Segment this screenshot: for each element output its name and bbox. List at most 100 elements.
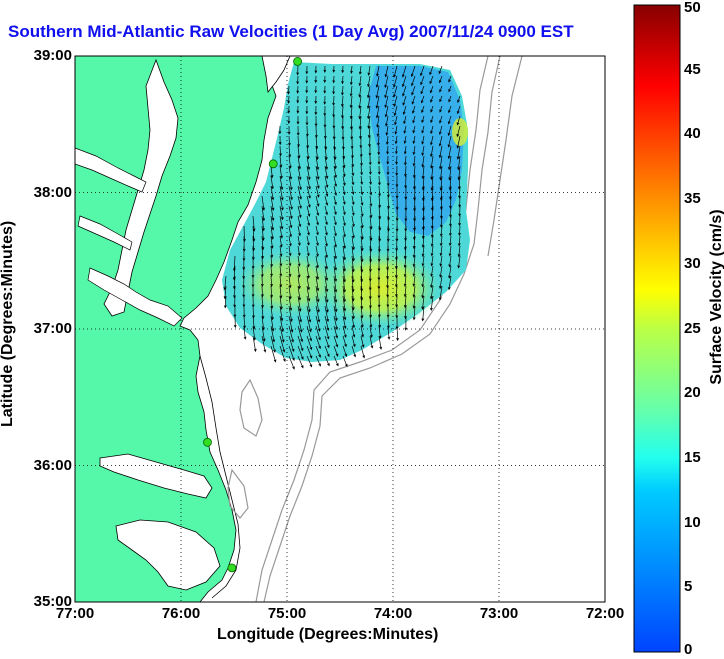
velocity-vector bbox=[349, 95, 353, 109]
velocity-vector bbox=[412, 145, 416, 156]
velocity-vector bbox=[420, 65, 425, 77]
velocity-vector bbox=[378, 335, 383, 350]
velocity-vector bbox=[279, 265, 283, 277]
velocity-vector bbox=[306, 215, 311, 227]
velocity-vector bbox=[297, 285, 302, 301]
velocity-vector bbox=[333, 295, 338, 313]
velocity-vector bbox=[297, 135, 300, 148]
velocity-vector bbox=[439, 245, 443, 257]
velocity-vector bbox=[260, 275, 264, 288]
grid-lines bbox=[75, 56, 605, 602]
velocity-vector bbox=[384, 85, 389, 99]
velocity-vector bbox=[438, 125, 443, 135]
velocity-vector bbox=[438, 285, 443, 301]
velocity-vector bbox=[340, 95, 344, 108]
velocity-vector bbox=[305, 75, 309, 84]
velocity-vector bbox=[351, 165, 355, 177]
velocity-vector bbox=[448, 85, 452, 93]
velocity-vector bbox=[315, 285, 320, 303]
velocity-vector bbox=[456, 135, 461, 149]
velocity-vector bbox=[242, 275, 246, 289]
velocity-vector bbox=[385, 125, 389, 136]
velocity-vector bbox=[369, 325, 373, 338]
velocity-vector bbox=[421, 235, 425, 248]
velocity-vector bbox=[368, 135, 372, 148]
x-tick-label: 76:00 bbox=[161, 605, 201, 622]
velocity-vector bbox=[333, 225, 337, 237]
velocity-vector bbox=[324, 345, 330, 358]
velocity-vector bbox=[342, 205, 346, 216]
velocity-vector bbox=[333, 175, 338, 187]
velocity-vector bbox=[296, 65, 300, 76]
velocity-vector bbox=[447, 125, 452, 137]
velocity-vector bbox=[314, 95, 318, 105]
velocity-vector bbox=[279, 245, 283, 257]
velocity-vector bbox=[341, 65, 345, 74]
velocity-vector bbox=[375, 75, 380, 88]
velocity-vector bbox=[279, 275, 283, 288]
velocity-vector bbox=[404, 165, 407, 178]
velocity-vector bbox=[296, 95, 300, 104]
velocity-vector bbox=[342, 305, 347, 321]
velocity-vector bbox=[278, 135, 282, 146]
velocity-vector bbox=[375, 95, 380, 109]
velocity-vector bbox=[369, 175, 372, 186]
velocity-vector bbox=[341, 85, 344, 96]
velocity-vector bbox=[394, 125, 398, 135]
velocity-vector bbox=[456, 125, 461, 138]
york-james-river bbox=[87, 267, 183, 327]
velocity-vector bbox=[342, 285, 347, 303]
velocity-vector bbox=[403, 265, 407, 278]
velocity-vector bbox=[306, 205, 311, 218]
velocity-vector bbox=[332, 105, 336, 118]
velocity-vector bbox=[324, 255, 329, 270]
colorbar-tick-label: 30 bbox=[684, 254, 701, 272]
velocity-vector bbox=[376, 125, 380, 138]
velocity-vector bbox=[333, 285, 338, 303]
velocity-vector bbox=[384, 75, 389, 89]
velocity-vector bbox=[306, 155, 311, 171]
velocity-vector bbox=[333, 165, 338, 179]
velocity-vector bbox=[324, 335, 330, 349]
velocity-vector bbox=[351, 185, 355, 195]
velocity-vector bbox=[377, 145, 381, 156]
velocity-vector bbox=[279, 295, 283, 311]
velocity-vector bbox=[360, 315, 364, 328]
velocity-vector bbox=[384, 105, 389, 118]
velocity-vector bbox=[430, 145, 434, 158]
velocity-vector bbox=[430, 275, 434, 289]
velocity-vector bbox=[279, 195, 284, 211]
velocity-vector bbox=[366, 95, 371, 109]
velocity-vector bbox=[305, 125, 309, 137]
velocity-vector bbox=[306, 325, 313, 342]
velocity-vector bbox=[368, 165, 372, 175]
velocity-vector bbox=[332, 65, 336, 73]
velocity-vector bbox=[306, 165, 311, 181]
velocity-vector bbox=[351, 305, 355, 320]
velocity-vector bbox=[386, 175, 390, 187]
velocity-vector bbox=[287, 125, 291, 136]
velocity-vector bbox=[333, 305, 338, 322]
velocity-vector bbox=[378, 195, 382, 209]
velocity-vector bbox=[287, 95, 291, 104]
velocity-vector bbox=[430, 135, 434, 146]
velocity-vector bbox=[315, 295, 320, 313]
velocity-vector bbox=[421, 105, 425, 114]
velocity-vector bbox=[430, 125, 434, 135]
velocity-vector bbox=[279, 305, 284, 322]
velocity-vector bbox=[360, 345, 366, 359]
velocity-vector bbox=[323, 75, 327, 84]
velocity-vector bbox=[324, 165, 329, 180]
velocity-vector bbox=[288, 295, 293, 312]
velocity-vector bbox=[360, 305, 364, 319]
velocity-vector bbox=[351, 325, 356, 338]
velocity-vector bbox=[403, 155, 407, 166]
velocity-vector bbox=[333, 345, 339, 357]
velocity-vector bbox=[420, 85, 425, 95]
velocity-vector bbox=[412, 255, 416, 268]
velocity-vector bbox=[342, 165, 346, 178]
velocity-vector bbox=[305, 105, 309, 115]
velocity-vector bbox=[297, 195, 302, 209]
velocity-vector bbox=[447, 115, 452, 125]
